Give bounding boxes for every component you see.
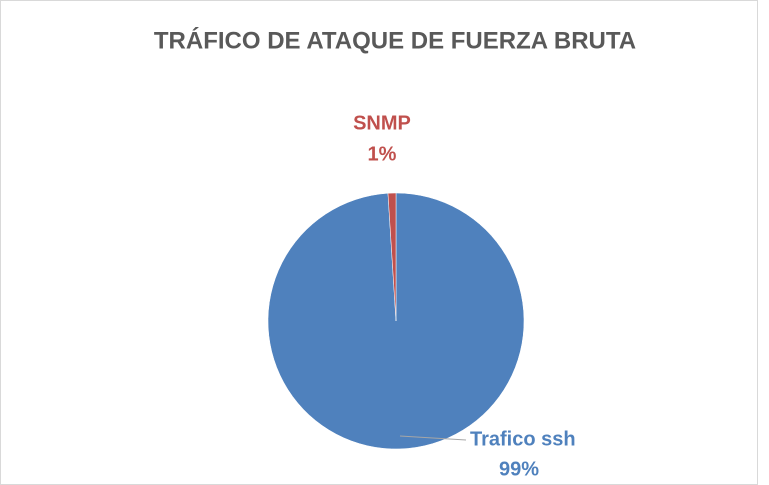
data-label-value: 99%	[499, 458, 539, 480]
data-label-name: Trafico ssh	[470, 428, 576, 450]
pie-slice	[387, 192, 397, 322]
chart-title: TRÁFICO DE ATAQUE DE FUERZA BRUTA	[154, 26, 636, 54]
data-label-name: SNMP	[353, 112, 411, 134]
leader-line	[399, 435, 467, 441]
data-label-value: 1%	[368, 143, 397, 165]
